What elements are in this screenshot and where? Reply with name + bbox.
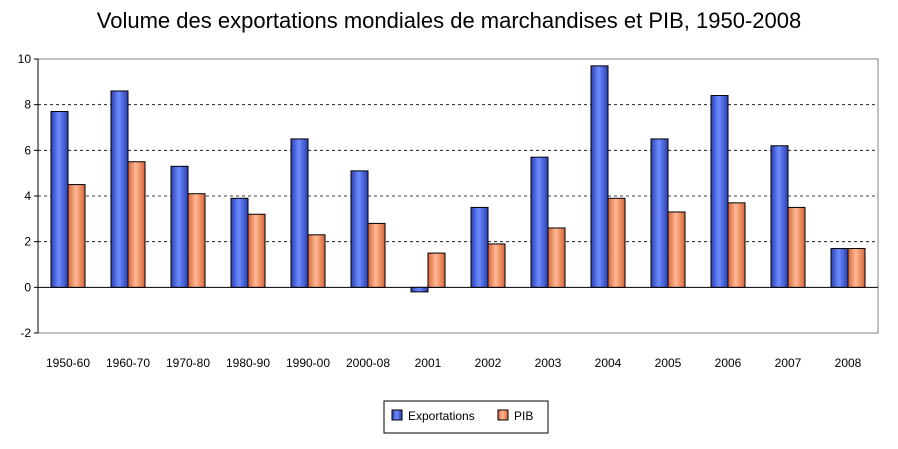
bar-pib-2005: [667, 211, 686, 288]
bars: [50, 65, 866, 293]
legend-label-pib: PIB: [514, 409, 533, 423]
bar-pib-1980-90: [247, 213, 266, 288]
bar-exportations-2000-08: [350, 170, 369, 288]
bar-exportations-1980-90: [230, 197, 249, 288]
y-axis: -2 0 2 4 6 8 10: [18, 52, 39, 340]
x-tick-label: 2003: [535, 356, 562, 370]
bar-pib-2007: [787, 206, 806, 288]
legend-swatch-exportations: [391, 409, 403, 421]
bar-exportations-1970-80: [170, 165, 189, 288]
bar-pib-2001: [427, 252, 446, 288]
bar-exportations-2007: [770, 145, 789, 288]
bar-exportations-1990-00: [290, 138, 309, 288]
bar-exportations-2004: [590, 65, 609, 288]
bar-pib-2006: [727, 202, 746, 288]
bar-pib-1960-70: [127, 161, 146, 288]
bar-pib-2008: [847, 248, 866, 288]
x-tick-label: 2004: [595, 356, 622, 370]
legend-label-exportations: Exportations: [408, 409, 475, 423]
bar-exportations-2003: [530, 156, 549, 288]
bar-pib-2004: [607, 197, 626, 288]
x-tick-label: 2001: [415, 356, 442, 370]
y-tick-label: 10: [18, 52, 32, 66]
bar-exportations-2001: [410, 286, 429, 293]
x-tick-label: 2006: [715, 356, 742, 370]
bar-pib-1970-80: [187, 193, 206, 288]
x-tick-label: 1960-70: [106, 356, 150, 370]
y-tick-label: 2: [24, 235, 31, 249]
bar-exportations-2006: [710, 95, 729, 288]
x-tick-label: 2002: [475, 356, 502, 370]
y-tick-label: 6: [24, 143, 31, 157]
bar-exportations-1950-60: [50, 111, 69, 288]
bar-pib-1990-00: [307, 234, 326, 288]
bar-exportations-2008: [830, 248, 849, 288]
x-tick-label: 1990-00: [286, 356, 330, 370]
x-tick-label: 2008: [835, 356, 862, 370]
legend-box: [383, 400, 549, 434]
x-tick-label: 1970-80: [166, 356, 210, 370]
bar-exportations-2002: [470, 206, 489, 288]
y-tick-label: -2: [20, 326, 31, 340]
x-tick-label: 1980-90: [226, 356, 270, 370]
x-tick-label: 1950-60: [46, 356, 90, 370]
bar-pib-2000-08: [367, 222, 386, 288]
bar-pib-2002: [487, 243, 506, 288]
legend-swatch-pib: [497, 409, 509, 421]
chart-title: Volume des exportations mondiales de mar…: [96, 8, 802, 33]
y-tick-label: 8: [24, 98, 31, 112]
legend: Exportations PIB: [383, 400, 549, 434]
bar-exportations-1960-70: [110, 90, 129, 288]
x-tick-label: 2007: [775, 356, 802, 370]
x-tick-label: 2000-08: [346, 356, 390, 370]
y-tick-label: 0: [24, 280, 31, 294]
bar-pib-1950-60: [67, 184, 86, 288]
x-tick-label: 2005: [655, 356, 682, 370]
y-tick-label: 4: [24, 189, 31, 203]
x-axis-labels: 1950-60 1960-70 1970-80 1980-90 1990-00 2000-…: [46, 356, 862, 370]
bar-pib-2003: [547, 227, 566, 288]
bar-exportations-2005: [650, 138, 669, 288]
